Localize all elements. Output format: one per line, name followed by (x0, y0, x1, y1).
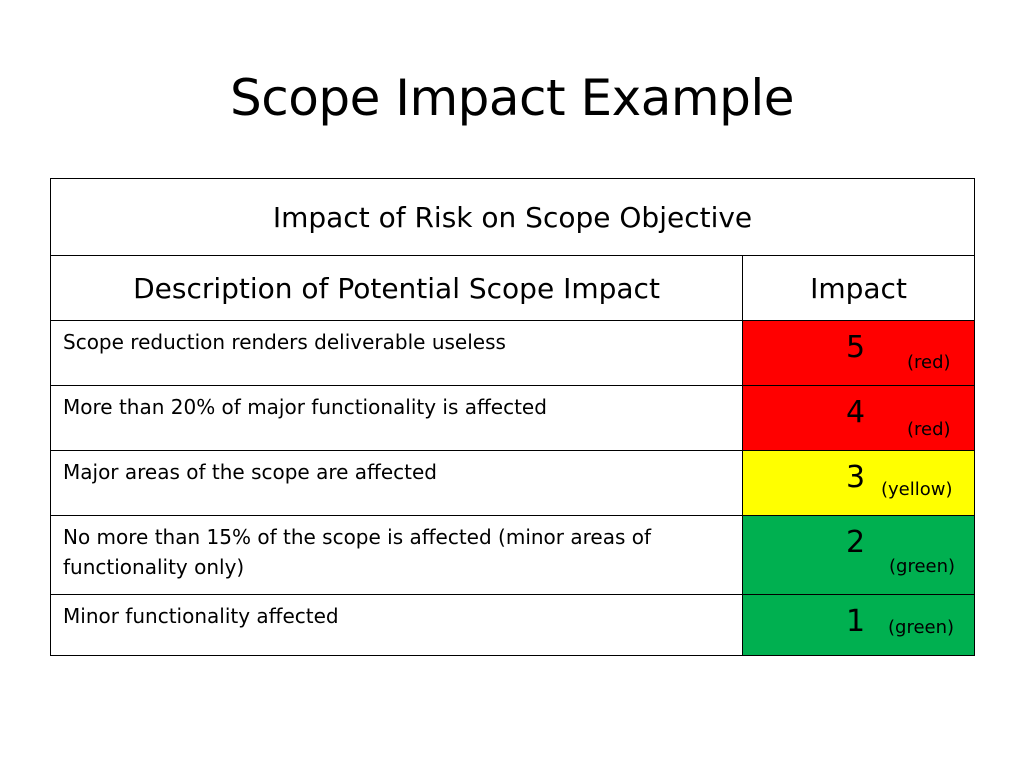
description-cell: Scope reduction renders deliverable usel… (50, 320, 743, 386)
impact-cell: 2 (green) (742, 515, 975, 595)
impact-color-label: (red) (907, 419, 951, 440)
impact-color-label: (yellow) (881, 479, 953, 500)
impact-cell: 4 (red) (742, 385, 975, 451)
table-row: No more than 15% of the scope is affecte… (50, 515, 975, 595)
impact-score: 4 (846, 395, 866, 430)
impact-cell: 1 (green) (742, 594, 975, 656)
scope-impact-table: Impact of Risk on Scope Objective Descri… (50, 178, 975, 656)
table-row: Minor functionality affected 1 (green) (50, 594, 975, 656)
description-column-header: Description of Potential Scope Impact (50, 255, 743, 321)
table-row: Scope reduction renders deliverable usel… (50, 320, 975, 386)
column-header-row: Description of Potential Scope Impact Im… (50, 255, 975, 321)
impact-column-header: Impact (742, 255, 975, 321)
description-cell: More than 20% of major functionality is … (50, 385, 743, 451)
table-title-row: Impact of Risk on Scope Objective (50, 178, 975, 256)
impact-color-label: (green) (888, 617, 955, 638)
slide-title: Scope Impact Example (230, 69, 794, 127)
description-cell: Major areas of the scope are affected (50, 450, 743, 516)
description-cell: Minor functionality affected (50, 594, 743, 656)
impact-cell: 5 (red) (742, 320, 975, 386)
table-title-cell: Impact of Risk on Scope Objective (50, 178, 975, 256)
impact-cell: 3 (yellow) (742, 450, 975, 516)
impact-score: 3 (846, 460, 866, 495)
table-row: Major areas of the scope are affected 3 … (50, 450, 975, 516)
impact-score: 5 (846, 330, 866, 365)
table-row: More than 20% of major functionality is … (50, 385, 975, 451)
description-cell: No more than 15% of the scope is affecte… (50, 515, 743, 595)
impact-score: 1 (846, 604, 866, 639)
impact-color-label: (green) (889, 556, 956, 577)
impact-color-label: (red) (907, 352, 951, 373)
impact-score: 2 (846, 525, 866, 560)
